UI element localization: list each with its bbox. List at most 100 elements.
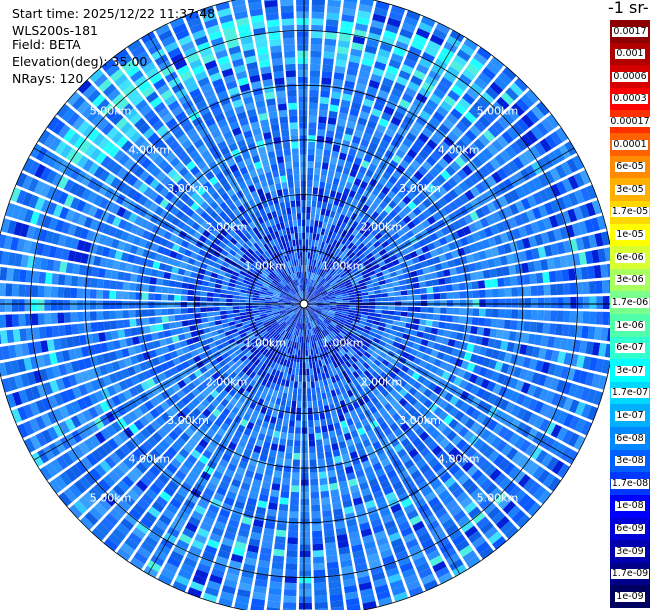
heatmap-cell xyxy=(245,296,253,300)
heatmap-cell xyxy=(416,268,424,276)
heatmap-cell xyxy=(312,543,324,551)
heatmap-cell xyxy=(509,82,524,97)
heatmap-cell xyxy=(420,313,427,319)
heatmap-cell xyxy=(355,123,366,132)
heatmap-cell xyxy=(337,259,344,266)
heatmap-cell xyxy=(215,279,223,285)
heatmap-cell xyxy=(339,261,346,268)
heatmap-cell xyxy=(417,325,426,332)
heatmap-cell xyxy=(331,262,338,270)
heatmap-cell xyxy=(343,247,350,255)
heatmap-cell xyxy=(213,293,221,298)
heatmap-cell xyxy=(405,10,421,21)
heatmap-cell xyxy=(331,184,338,192)
heatmap-cell xyxy=(446,65,460,78)
heatmap-cell xyxy=(315,233,320,241)
heatmap-cell xyxy=(83,277,92,288)
heatmap-cell xyxy=(148,285,156,293)
heatmap-cell xyxy=(332,395,339,404)
heatmap-cell xyxy=(344,232,352,240)
heatmap-cell xyxy=(325,236,331,244)
heatmap-cell xyxy=(478,115,491,128)
heatmap-cell xyxy=(83,311,91,322)
heatmap-cell xyxy=(358,3,373,13)
heatmap-cell xyxy=(315,148,323,156)
heatmap-cell xyxy=(304,278,306,285)
heatmap-cell xyxy=(177,268,186,276)
heatmap-cell xyxy=(402,170,413,180)
heatmap-cell xyxy=(301,446,308,454)
heatmap-cell xyxy=(326,275,332,282)
heatmap-cell xyxy=(466,308,473,316)
heatmap-cell xyxy=(396,190,406,200)
heatmap-cell xyxy=(343,1,357,10)
heatmap-cell xyxy=(384,223,393,232)
heatmap-cell xyxy=(308,285,312,292)
heatmap-cell xyxy=(313,556,325,564)
heatmap-cell xyxy=(271,410,279,418)
heatmap-cell xyxy=(297,394,302,402)
heatmap-cell xyxy=(542,271,550,283)
heatmap-cell xyxy=(275,529,287,538)
heatmap-cell xyxy=(471,317,479,326)
heatmap-cell xyxy=(326,202,333,211)
heatmap-cell xyxy=(399,285,407,291)
heatmap-cell xyxy=(346,196,354,204)
heatmap-cell xyxy=(338,152,347,161)
heatmap-cell xyxy=(344,256,351,264)
heatmap-cell xyxy=(227,317,235,323)
heatmap-cell xyxy=(349,297,356,300)
heatmap-cell xyxy=(368,298,376,302)
heatmap-cell xyxy=(135,318,143,326)
heatmap-cell xyxy=(366,233,374,241)
heatmap-cell xyxy=(122,310,130,319)
heatmap-cell xyxy=(329,245,335,253)
heatmap-cell xyxy=(469,125,482,137)
heatmap-cell xyxy=(298,109,308,116)
heatmap-cell xyxy=(450,160,461,172)
heatmap-cell xyxy=(380,318,387,323)
heatmap-cell xyxy=(329,269,335,276)
heatmap-cell xyxy=(485,61,501,75)
heatmap-cell xyxy=(570,296,577,309)
heatmap-cell xyxy=(306,187,313,194)
heatmap-cell xyxy=(426,139,438,150)
heatmap-cell xyxy=(96,300,103,310)
heatmap-cell xyxy=(187,307,194,314)
heatmap-cell xyxy=(308,427,315,434)
heatmap-cell xyxy=(472,101,486,114)
heatmap-cell xyxy=(233,313,241,317)
heatmap-cell xyxy=(463,38,479,51)
heatmap-cell xyxy=(476,270,485,280)
heatmap-cell xyxy=(478,289,486,298)
heatmap-cell xyxy=(555,323,563,336)
heatmap-cell xyxy=(327,0,341,8)
heatmap-cell xyxy=(426,183,437,194)
heatmap-cell xyxy=(374,313,382,318)
heatmap-cell xyxy=(568,268,576,281)
heatmap-cell xyxy=(347,175,355,184)
heatmap-cell xyxy=(427,293,434,300)
heatmap-cell xyxy=(370,19,385,30)
heatmap-cell xyxy=(330,224,336,232)
heatmap-cell xyxy=(320,419,327,427)
heatmap-cell xyxy=(315,283,321,290)
heatmap-cell xyxy=(330,436,338,445)
heatmap-cell xyxy=(299,141,307,149)
heatmap-cell xyxy=(83,300,90,310)
heatmap-cell xyxy=(510,320,518,330)
heatmap-cell xyxy=(340,193,348,202)
heatmap-cell xyxy=(396,76,409,87)
heatmap-cell xyxy=(278,444,286,453)
heatmap-cell xyxy=(399,143,410,154)
heatmap-cell xyxy=(417,165,428,176)
heatmap-cell xyxy=(314,374,319,382)
heatmap-cell xyxy=(393,315,401,321)
heatmap-cell xyxy=(334,171,342,180)
heatmap-cell xyxy=(128,301,136,309)
heatmap-cell xyxy=(44,313,52,325)
heatmap-cell xyxy=(96,278,105,289)
heatmap-cell xyxy=(307,293,312,299)
heatmap-cell xyxy=(175,281,183,288)
heatmap-cell xyxy=(407,148,418,159)
